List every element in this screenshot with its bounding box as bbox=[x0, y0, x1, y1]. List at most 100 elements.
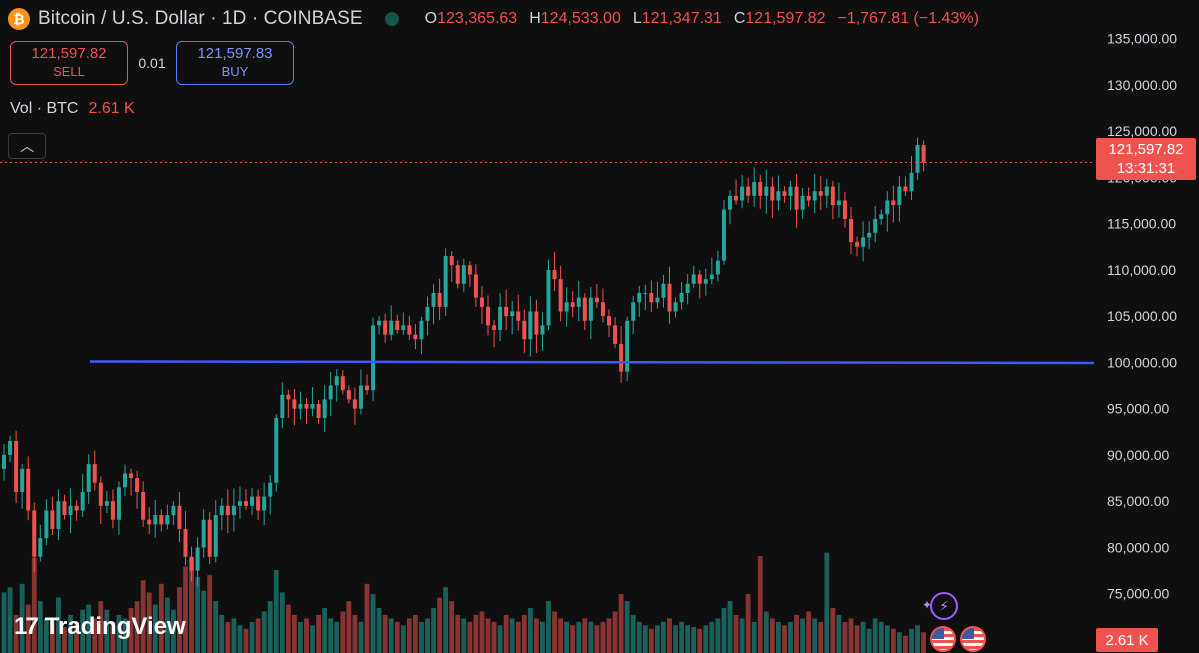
candle-body bbox=[201, 519, 206, 548]
candle-body bbox=[123, 473, 127, 488]
candle-body bbox=[250, 496, 255, 506]
volume-bar bbox=[691, 627, 697, 653]
candle-body bbox=[473, 274, 478, 298]
price-axis-tick: 95,000.00 bbox=[1107, 401, 1169, 417]
candle-body bbox=[44, 510, 49, 539]
candle-body bbox=[159, 515, 164, 525]
candle-body bbox=[98, 482, 103, 506]
us-flag-icon[interactable] bbox=[930, 626, 956, 652]
horizontal-support-line[interactable] bbox=[89, 360, 1095, 365]
candle-body bbox=[147, 519, 152, 525]
price-axis-tick: 115,000.00 bbox=[1107, 216, 1176, 232]
volume-bar bbox=[267, 601, 273, 653]
candle-body bbox=[486, 306, 490, 326]
volume-bar bbox=[642, 625, 648, 653]
candle-body bbox=[171, 505, 176, 516]
volume-bar bbox=[116, 614, 122, 653]
candle-body bbox=[655, 297, 660, 303]
volume-label: Vol · BTC bbox=[10, 100, 79, 117]
candle-body bbox=[528, 311, 533, 340]
candle-body bbox=[292, 399, 297, 409]
market-status-icon[interactable] bbox=[384, 12, 399, 26]
tradingview-logo[interactable]: 17 TradingView bbox=[14, 613, 186, 641]
volume-bar bbox=[86, 604, 92, 653]
candle-body bbox=[661, 283, 666, 298]
volume-bar bbox=[884, 625, 890, 653]
volume-bar bbox=[292, 614, 297, 653]
price-axis[interactable]: 135,000.00130,000.00125,000.00120,000.00… bbox=[1107, 31, 1177, 602]
volume-bar bbox=[358, 621, 364, 653]
chevron-up-icon[interactable]: ︿ bbox=[8, 133, 46, 159]
volume-bar bbox=[830, 608, 836, 653]
candle-body bbox=[274, 417, 279, 483]
volume-bar bbox=[757, 556, 763, 653]
volume-bar bbox=[388, 618, 394, 653]
candle-body bbox=[479, 297, 484, 307]
candle-body bbox=[770, 186, 775, 201]
candle-body bbox=[879, 214, 884, 219]
volume-bar bbox=[509, 618, 515, 653]
volume-bar bbox=[854, 625, 860, 653]
volume-bar bbox=[304, 618, 309, 653]
volume-bar bbox=[848, 618, 854, 653]
chart-legend: ₿ Bitcoin / U.S. Dollar · 1D · COINBASE … bbox=[8, 6, 979, 32]
price-axis-tick: 105,000.00 bbox=[1107, 308, 1177, 324]
candle-body bbox=[600, 302, 605, 317]
bitcoin-icon[interactable]: ₿ bbox=[8, 8, 30, 30]
candle-body bbox=[492, 325, 497, 330]
candle-body bbox=[467, 265, 472, 275]
candle-body bbox=[8, 441, 13, 455]
high-value: 124,533.00 bbox=[540, 10, 621, 27]
candle-body bbox=[498, 306, 503, 330]
volume-bar bbox=[794, 614, 799, 653]
volume-bar bbox=[485, 618, 491, 653]
open-key: O bbox=[424, 10, 438, 27]
volume-bar bbox=[739, 618, 745, 653]
us-flag-icon[interactable] bbox=[960, 626, 986, 652]
candle-body bbox=[352, 399, 357, 409]
volume-bar bbox=[1, 592, 7, 653]
volume-bar bbox=[582, 618, 588, 653]
candle-body bbox=[455, 265, 460, 284]
volume-bar bbox=[600, 621, 606, 653]
volume-bar bbox=[425, 618, 430, 653]
sell-button[interactable]: 121,597.82 SELL bbox=[10, 41, 128, 85]
candle-body bbox=[14, 441, 19, 492]
volume-bar bbox=[213, 601, 219, 653]
candle-body bbox=[365, 385, 369, 391]
candle-body bbox=[346, 390, 351, 400]
candle-body bbox=[298, 404, 303, 409]
symbol-title[interactable]: Bitcoin / U.S. Dollar · 1D · COINBASE bbox=[38, 8, 363, 29]
candle-body bbox=[316, 404, 321, 418]
volume-bar bbox=[346, 601, 352, 653]
volume-bar bbox=[37, 601, 43, 653]
buy-button[interactable]: 121,597.83 BUY bbox=[176, 41, 294, 85]
volume-bar bbox=[673, 625, 678, 653]
volume-bar bbox=[467, 621, 473, 653]
volume-bar bbox=[382, 614, 388, 653]
candle-body bbox=[836, 200, 841, 206]
volume-legend[interactable]: Vol · BTC 2.61 K bbox=[10, 100, 135, 118]
candle-body bbox=[522, 320, 527, 340]
candle-body bbox=[540, 325, 545, 335]
candle-body bbox=[546, 269, 551, 326]
volume-bar bbox=[394, 621, 400, 653]
candle-body bbox=[667, 283, 672, 312]
volume-bar bbox=[370, 594, 376, 653]
volume-bar bbox=[667, 618, 672, 653]
candle-body bbox=[909, 172, 914, 192]
volume-badge: 2.61 K bbox=[1096, 628, 1158, 652]
trade-panel: 121,597.82 SELL 0.01 121,597.83 BUY bbox=[10, 41, 294, 85]
volume-bar bbox=[455, 614, 461, 653]
volume-bar bbox=[279, 592, 285, 653]
tradingview-logo-text: TradingView bbox=[44, 613, 186, 640]
volume-bar bbox=[310, 625, 315, 653]
price-axis-tick: 125,000.00 bbox=[1107, 123, 1177, 139]
candle-body bbox=[504, 306, 509, 317]
lightning-icon[interactable]: ⚡ bbox=[930, 592, 958, 620]
spread-value: 0.01 bbox=[138, 55, 166, 71]
volume-bar bbox=[322, 608, 328, 653]
candle-body bbox=[225, 505, 230, 516]
volume-bar bbox=[648, 628, 654, 653]
